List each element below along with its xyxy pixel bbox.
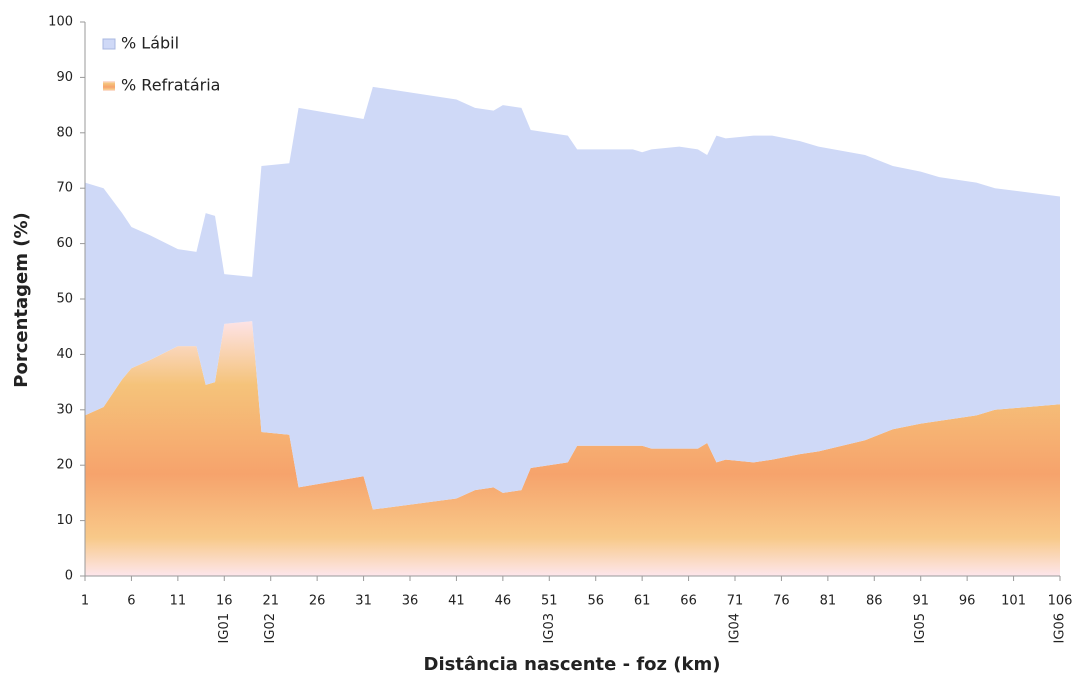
x-tick-label: 46 <box>495 594 512 609</box>
y-tick-label: 0 <box>65 569 73 584</box>
legend-text: % Refratária <box>121 76 220 95</box>
x-tick-label: 91 <box>912 594 929 609</box>
legend-text: % Lábil <box>121 34 179 53</box>
x-tick-label: 6 <box>127 594 135 609</box>
y-axis-title: Porcentagem (%) <box>11 212 32 387</box>
y-tick-label: 70 <box>56 181 73 196</box>
y-tick-label: 20 <box>56 458 73 473</box>
x-tick-label: 51 <box>541 594 558 609</box>
y-tick-label: 40 <box>56 347 73 362</box>
y-tick-label: 100 <box>48 15 73 30</box>
y-tick-label: 60 <box>56 236 73 251</box>
x-tick-label: 36 <box>402 594 419 609</box>
annotation: IG02 <box>263 613 278 643</box>
x-tick-label: 21 <box>262 594 279 609</box>
y-tick-label: 50 <box>56 292 73 307</box>
y-tick-label: 30 <box>56 402 73 417</box>
x-tick-label: 31 <box>355 594 372 609</box>
area <box>85 321 1060 576</box>
x-tick-label: 56 <box>587 594 604 609</box>
x-tick-label: 81 <box>820 594 837 609</box>
legend-swatch <box>103 81 115 91</box>
x-tick-label: 26 <box>309 594 326 609</box>
x-tick-label: 1 <box>81 594 89 609</box>
annotation: IG01 <box>217 613 232 643</box>
x-tick-label: 71 <box>727 594 744 609</box>
x-tick-label: 106 <box>1048 594 1073 609</box>
legend-swatch <box>102 38 116 50</box>
x-axis-title: Distância nascente - foz (km) <box>424 654 721 675</box>
annotation: IG06 <box>1053 613 1068 643</box>
y-tick-label: 80 <box>56 125 73 140</box>
y-tick-label: 90 <box>56 70 73 85</box>
annotation: IG05 <box>913 613 928 643</box>
x-tick-label: 76 <box>773 594 790 609</box>
x-tick-label: 96 <box>959 594 976 609</box>
annotation: IG03 <box>542 613 557 643</box>
x-tick-label: 86 <box>866 594 883 609</box>
x-tick-label: 61 <box>634 594 651 609</box>
x-tick-label: 101 <box>1001 594 1026 609</box>
annotation: IG04 <box>728 613 743 643</box>
y-tick-label: 10 <box>56 513 73 528</box>
x-tick-label: 66 <box>680 594 697 609</box>
x-tick-label: 41 <box>448 594 465 609</box>
area <box>85 86 1060 510</box>
x-tick-label: 11 <box>170 594 187 609</box>
x-tick-label: 16 <box>216 594 233 609</box>
